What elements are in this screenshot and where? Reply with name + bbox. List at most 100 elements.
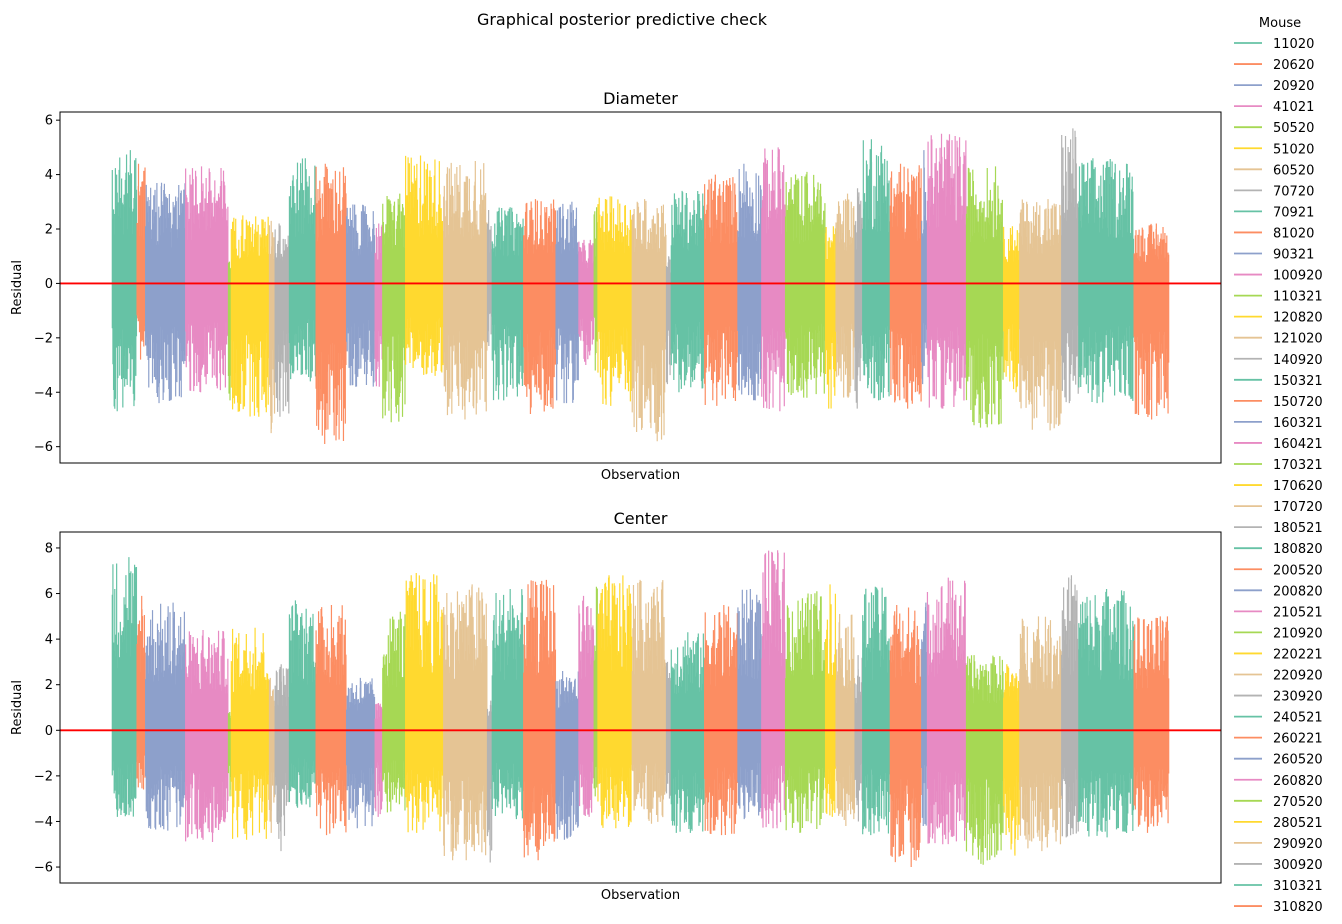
y-axis-label: Residual [10, 260, 25, 315]
legend-entry-180820: 180820 [1234, 542, 1323, 557]
residual-spikes [405, 573, 444, 833]
residual-spikes [288, 600, 317, 808]
series-150321 [491, 588, 524, 820]
residual-spikes [315, 163, 347, 444]
legend-label: 150720 [1273, 395, 1323, 410]
legend-label: 170321 [1273, 458, 1323, 473]
residual-spikes [1078, 588, 1135, 838]
residual-spikes [227, 712, 232, 797]
series-300920 [1061, 575, 1079, 838]
legend-entry-20620: 20620 [1234, 58, 1314, 73]
legend-entry-270520: 270520 [1234, 795, 1323, 810]
series-90321 [345, 677, 376, 829]
legend-entry-240521: 240521 [1234, 711, 1323, 726]
legend-entry-170321: 170321 [1234, 458, 1323, 473]
legend-label: 210521 [1273, 605, 1323, 620]
residual-spikes [761, 550, 786, 829]
y-tick-label: 4 [45, 633, 53, 648]
legend-label: 260221 [1273, 732, 1323, 747]
legend-entry-300920: 300920 [1234, 858, 1323, 873]
legend-entry-260520: 260520 [1234, 753, 1323, 768]
panel-title: Diameter [603, 89, 678, 108]
legend-entry-170720: 170720 [1234, 500, 1323, 515]
series-50520 [227, 712, 232, 797]
legend-label: 160321 [1273, 416, 1323, 431]
legend-title: Mouse [1259, 16, 1301, 31]
residual-spikes [631, 579, 667, 824]
series-260221 [889, 163, 922, 409]
series-290920 [1019, 616, 1062, 852]
series-150720 [523, 579, 557, 861]
legend-label: 160421 [1273, 437, 1323, 452]
series-160421 [578, 595, 595, 817]
y-tick-label: 2 [45, 223, 53, 238]
series-51020 [230, 215, 270, 417]
series-41021 [185, 630, 229, 842]
x-axis-label: Observation [601, 468, 680, 483]
series-160421 [578, 239, 595, 366]
legend-entry-260820: 260820 [1234, 774, 1323, 789]
legend-entry-20920: 20920 [1234, 79, 1314, 94]
legend-label: 50520 [1273, 121, 1314, 136]
legend-entry-200520: 200520 [1234, 563, 1323, 578]
residual-spikes [578, 239, 595, 366]
residual-spikes [1133, 616, 1170, 833]
series-160321 [555, 671, 579, 840]
series-11020 [111, 557, 138, 817]
y-tick-label: −2 [34, 331, 53, 346]
series-100920 [374, 702, 383, 817]
series-81020 [315, 163, 347, 444]
residual-spikes [491, 588, 524, 820]
series-210521 [761, 147, 786, 412]
residual-spikes [737, 588, 762, 820]
series-100920 [374, 223, 383, 387]
series-310321 [1078, 158, 1135, 404]
residual-spikes [374, 223, 383, 387]
residual-spikes [145, 182, 186, 404]
series-170720 [631, 199, 667, 442]
legend-entry-210920: 210920 [1234, 626, 1323, 641]
legend-label: 310820 [1273, 900, 1323, 915]
residual-spikes [921, 150, 928, 385]
y-tick-label: 4 [45, 168, 53, 183]
y-tick-label: 2 [45, 678, 53, 693]
legend-entry-70720: 70720 [1234, 184, 1314, 199]
legend-label: 270520 [1273, 795, 1323, 810]
series-150321 [491, 207, 524, 401]
legend-label: 180521 [1273, 521, 1323, 536]
series-110321 [382, 611, 406, 813]
legend-entry-150321: 150321 [1234, 374, 1323, 389]
series-220221 [824, 226, 836, 409]
series-260221 [889, 604, 922, 868]
legend-label: 180820 [1273, 542, 1323, 557]
series-121020 [443, 160, 488, 420]
series-210920 [784, 591, 826, 833]
residual-spikes [274, 664, 290, 852]
series-290920 [1019, 199, 1062, 431]
y-tick-label: 6 [45, 587, 53, 602]
residual-spikes [1061, 128, 1079, 404]
legend-entry-310820: 310820 [1234, 900, 1323, 915]
y-tick-label: −4 [34, 386, 53, 401]
legend-label: 290920 [1273, 837, 1323, 852]
series-70720 [274, 664, 290, 852]
legend-entry-50520: 50520 [1234, 121, 1314, 136]
residual-spikes [230, 215, 270, 417]
series-120820 [405, 155, 444, 376]
series-50520 [227, 261, 232, 401]
legend-entry-200820: 200820 [1234, 584, 1323, 599]
residual-spikes [926, 133, 967, 409]
residual-spikes [486, 700, 493, 863]
residual-spikes [523, 579, 557, 861]
residual-spikes [784, 171, 826, 398]
legend-entry-230920: 230920 [1234, 690, 1323, 705]
residual-spikes [486, 209, 493, 346]
legend-label: 150321 [1273, 374, 1323, 389]
residual-spikes [835, 614, 856, 827]
series-260820 [926, 577, 967, 845]
series-180820 [670, 632, 705, 833]
series-220221 [824, 584, 836, 817]
series-160321 [555, 201, 579, 404]
series-60520 [268, 220, 276, 434]
series-170321 [593, 207, 598, 371]
